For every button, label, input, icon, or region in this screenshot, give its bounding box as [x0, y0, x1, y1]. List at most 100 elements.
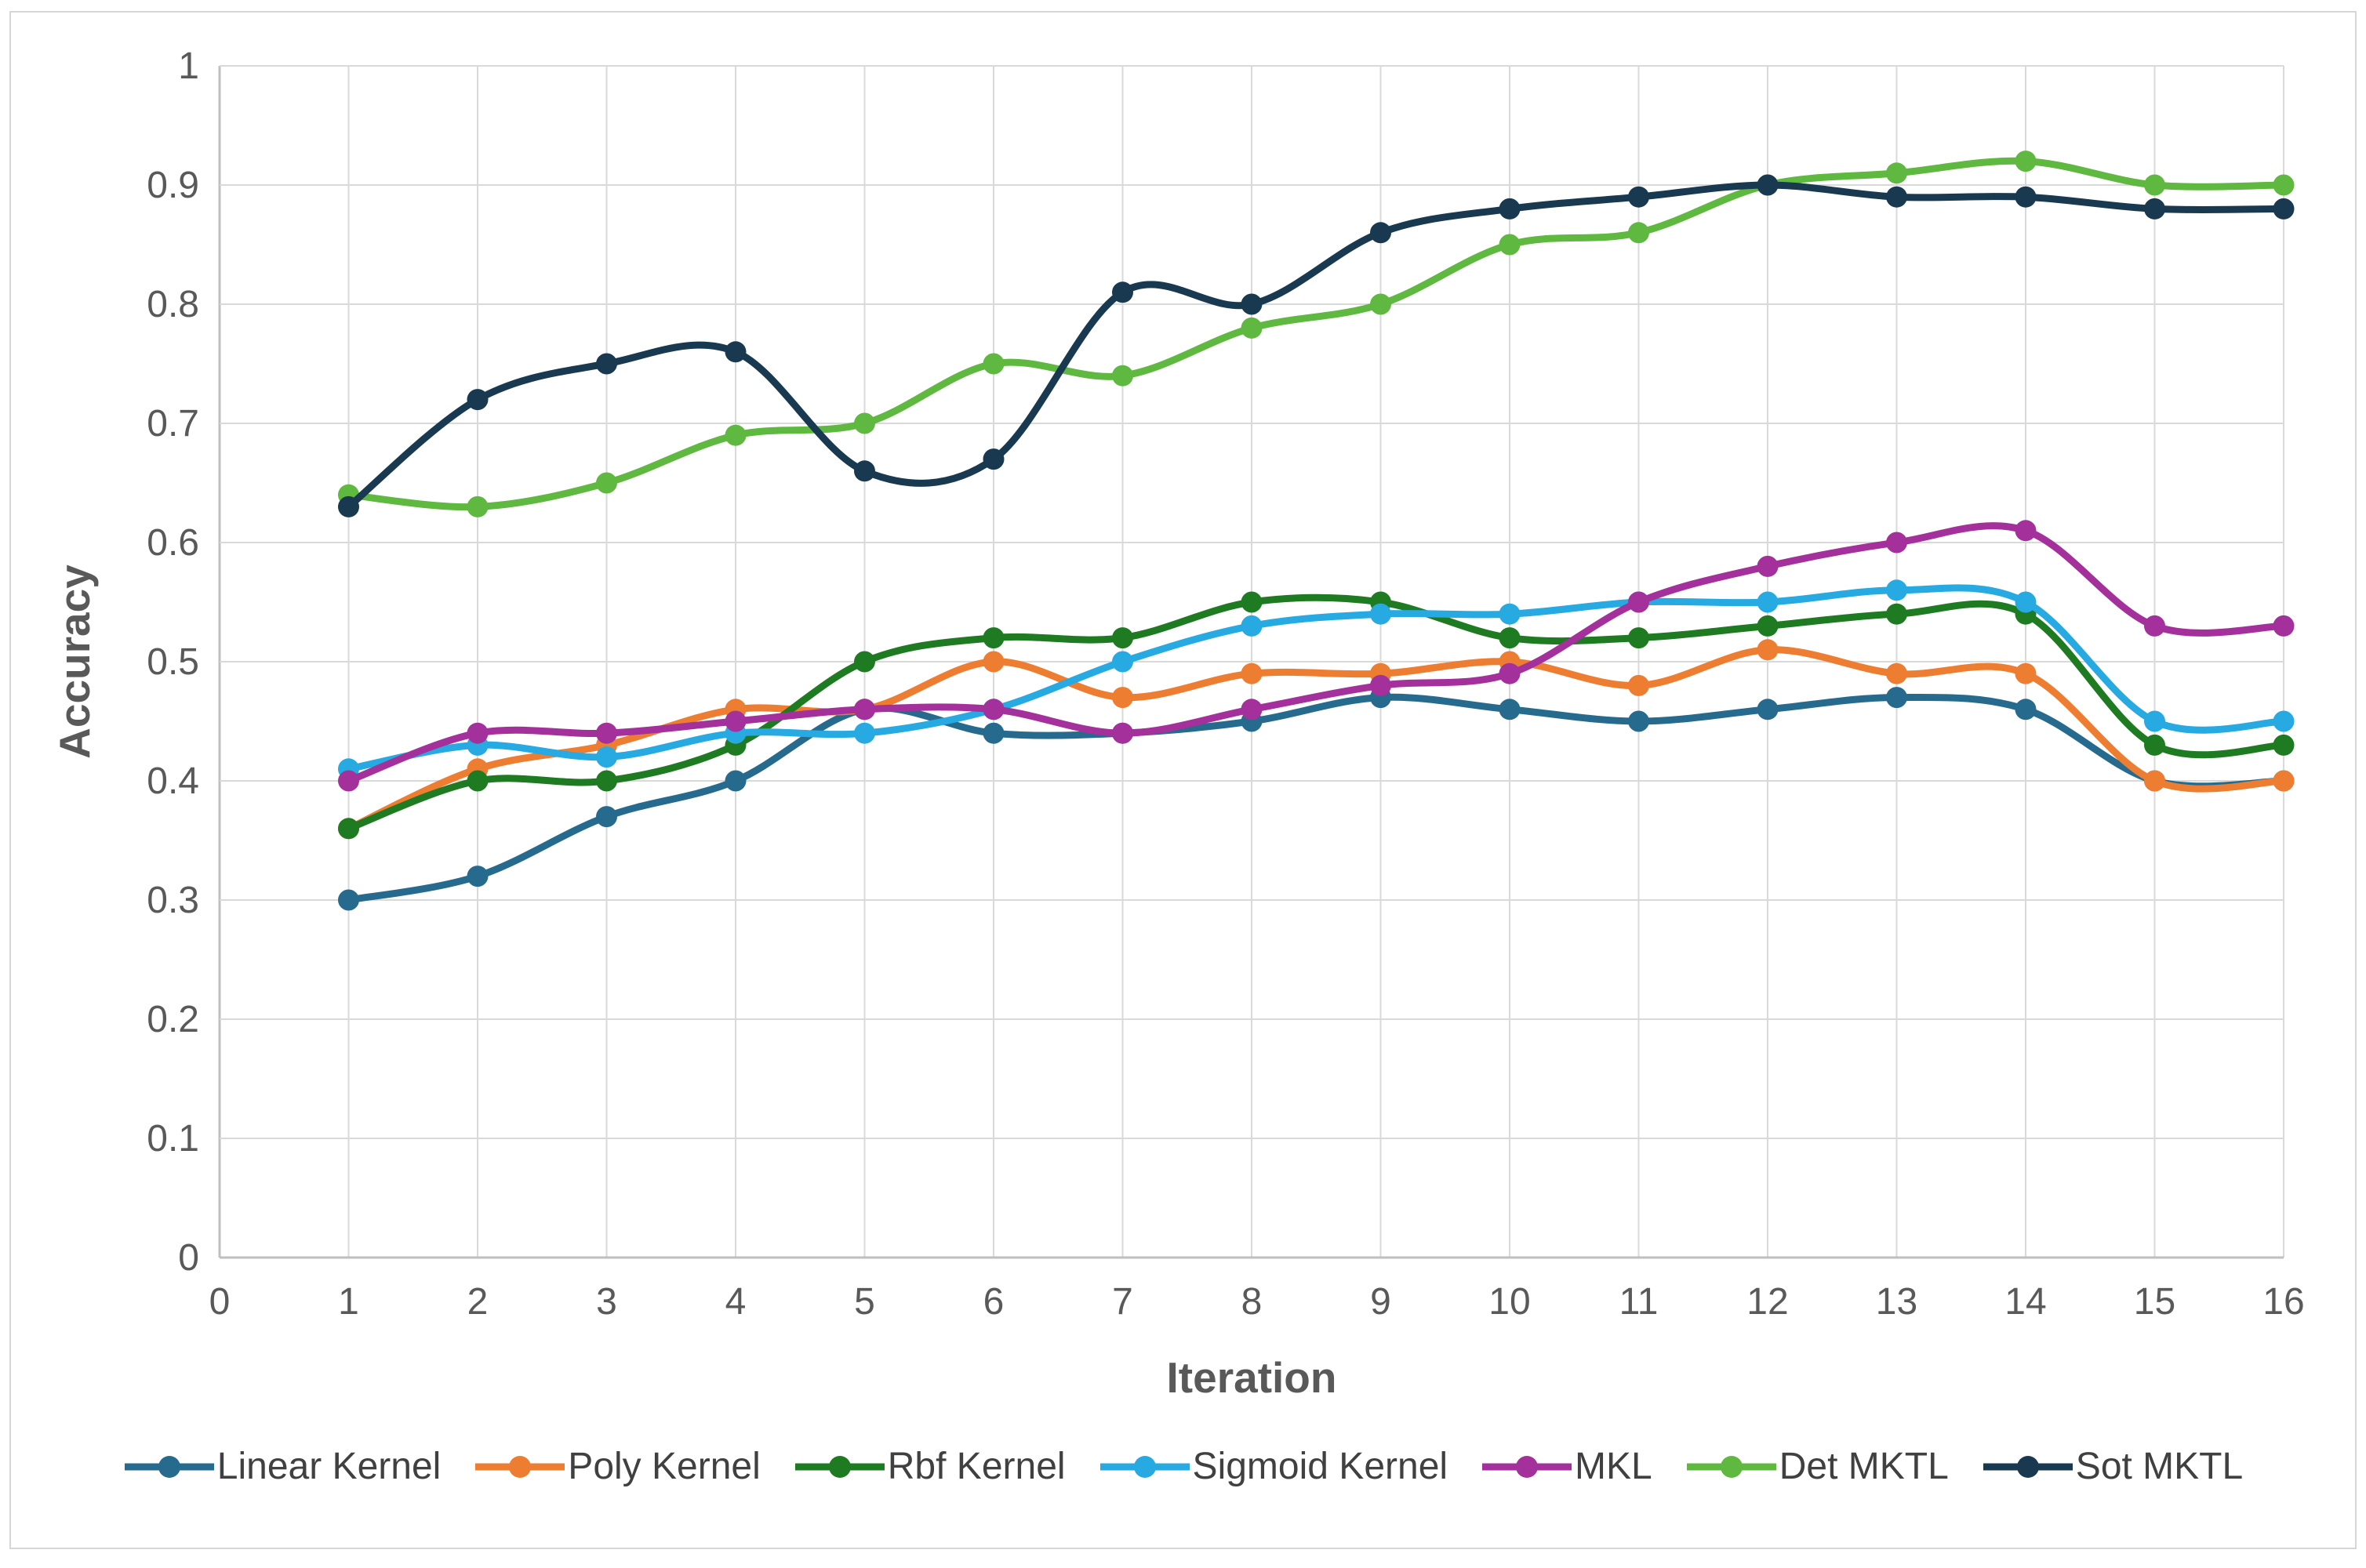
y-tick-label: 0 [178, 1237, 199, 1279]
legend-label: Det MKTL [1779, 1446, 1949, 1487]
series-marker-sot-mktl [1628, 186, 1649, 208]
series-marker-sigmoid-kernel [1241, 615, 1263, 637]
legend-label: Sot MKTL [2075, 1446, 2244, 1487]
x-tick-label: 10 [1488, 1281, 1530, 1323]
legend-marker-icon [1099, 1455, 1190, 1478]
series-marker-sigmoid-kernel [2273, 710, 2295, 732]
series-marker-linear-kernel [1886, 687, 1907, 709]
series-marker-sot-mktl [2015, 186, 2037, 208]
legend-marker-icon [1686, 1455, 1776, 1478]
y-tick-label: 0.5 [147, 641, 199, 683]
series-marker-sigmoid-kernel [1499, 603, 1521, 625]
series-marker-sigmoid-kernel [2144, 710, 2165, 732]
x-tick-label: 13 [1876, 1281, 1917, 1323]
x-tick-label: 5 [854, 1281, 875, 1323]
series-marker-sigmoid-kernel [1757, 591, 1779, 613]
series-marker-poly-kernel [1628, 674, 1649, 696]
x-tick-label: 16 [2262, 1281, 2304, 1323]
legend-item-sot-mktl: Sot MKTL [1982, 1445, 2243, 1488]
series-line-det-mktl [345, 157, 2288, 511]
series-line-linear-kernel [345, 693, 2288, 904]
series-marker-rbf-kernel [1499, 627, 1521, 649]
series-marker-det-mktl [983, 353, 1005, 375]
series-marker-sot-mktl [467, 389, 489, 411]
legend-item-linear-kernel: Linear Kernel [123, 1445, 441, 1488]
legend-item-mkl: MKL [1481, 1445, 1652, 1488]
legend-item-rbf-kernel: Rbf Kernel [794, 1445, 1066, 1488]
y-tick-label: 0.9 [147, 165, 199, 206]
series-marker-sigmoid-kernel [854, 722, 875, 744]
x-tick-label: 6 [983, 1281, 1005, 1323]
x-tick-label: 14 [2004, 1281, 2046, 1323]
series-marker-rbf-kernel [1112, 627, 1133, 649]
series-marker-rbf-kernel [1241, 591, 1263, 613]
series-marker-sot-mktl [983, 448, 1005, 470]
series-marker-linear-kernel [725, 770, 747, 792]
series-marker-poly-kernel [1112, 687, 1133, 709]
series-marker-det-mktl [1499, 234, 1521, 256]
series-marker-rbf-kernel [338, 818, 359, 840]
y-axis-title: Accuracy [50, 564, 99, 759]
legend-marker-icon [475, 1455, 565, 1478]
series-marker-linear-kernel [1757, 699, 1779, 720]
series-marker-poly-kernel [2015, 662, 2037, 684]
x-tick-label: 3 [596, 1281, 617, 1323]
legend-item-det-mktl: Det MKTL [1685, 1445, 1949, 1488]
x-tick-label: 11 [1619, 1281, 1659, 1323]
x-tick-label: 9 [1370, 1281, 1391, 1323]
series-marker-rbf-kernel [854, 651, 875, 673]
legend-label: Poly Kernel [568, 1446, 761, 1487]
y-tick-label: 0.1 [147, 1118, 199, 1160]
series-marker-det-mktl [1628, 222, 1649, 244]
series-marker-det-mktl [2273, 174, 2295, 196]
series-marker-sot-mktl [1370, 222, 1391, 244]
series-marker-rbf-kernel [596, 770, 617, 792]
x-tick-label: 1 [338, 1281, 359, 1323]
series-marker-sot-mktl [1886, 186, 1907, 208]
series-marker-rbf-kernel [2144, 734, 2165, 756]
series-marker-linear-kernel [467, 866, 489, 887]
x-tick-label: 7 [1112, 1281, 1133, 1323]
series-marker-mkl [1628, 591, 1649, 613]
y-tick-label: 0.7 [147, 403, 199, 445]
series-marker-mkl [1112, 722, 1133, 744]
series-marker-det-mktl [854, 412, 875, 434]
series-marker-sigmoid-kernel [1886, 579, 1907, 601]
legend-marker-icon [124, 1455, 214, 1478]
series-marker-mkl [854, 699, 875, 720]
y-tick-label: 0.8 [147, 284, 199, 325]
series-line-poly-kernel [345, 646, 2288, 833]
series-marker-mkl [596, 722, 617, 744]
series-marker-det-mktl [596, 472, 617, 494]
legend-label: Sigmoid Kernel [1192, 1446, 1448, 1487]
legend-marker-icon [1482, 1455, 1572, 1478]
series-marker-poly-kernel [1757, 639, 1779, 661]
x-tick-label: 15 [2134, 1281, 2175, 1323]
series-marker-mkl [1886, 532, 1907, 554]
series-marker-mkl [2144, 615, 2165, 637]
series-marker-mkl [725, 710, 747, 732]
series-marker-det-mktl [1112, 365, 1133, 387]
y-tick-label: 0.6 [147, 522, 199, 564]
x-tick-label: 12 [1746, 1281, 1788, 1323]
series-marker-linear-kernel [1499, 699, 1521, 720]
series-marker-linear-kernel [983, 722, 1005, 744]
series-marker-rbf-kernel [983, 627, 1005, 649]
x-tick-label: 2 [467, 1281, 489, 1323]
legend-item-poly-kernel: Poly Kernel [474, 1445, 761, 1488]
series-marker-sigmoid-kernel [2015, 591, 2037, 613]
series-marker-linear-kernel [1628, 710, 1649, 732]
series-marker-linear-kernel [2015, 699, 2037, 720]
series-marker-sot-mktl [1112, 281, 1133, 303]
series-marker-det-mktl [2144, 174, 2165, 196]
chart-legend: Linear Kernel Poly Kernel Rbf Kernel Sigmoi… [0, 1445, 2366, 1488]
legend-label: MKL [1575, 1446, 1652, 1487]
series-marker-sot-mktl [1241, 293, 1263, 315]
series-marker-det-mktl [1886, 162, 1907, 184]
series-marker-mkl [2015, 520, 2037, 542]
series-marker-mkl [338, 770, 359, 792]
y-tick-label: 1 [178, 45, 199, 87]
series-marker-poly-kernel [1241, 662, 1263, 684]
series-marker-rbf-kernel [1628, 627, 1649, 649]
